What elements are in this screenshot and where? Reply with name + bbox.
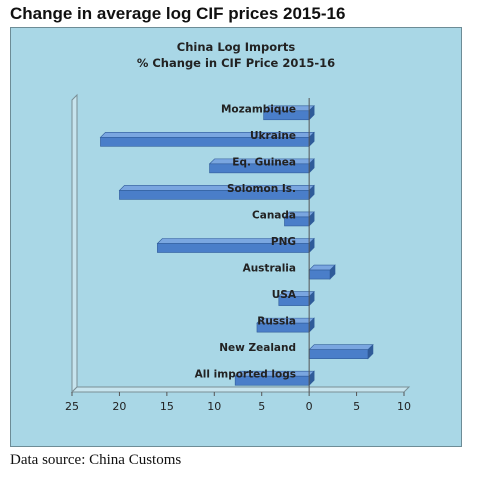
x-tick-label: 20 (112, 400, 126, 413)
plot-floor (70, 386, 411, 393)
category-label: New Zealand (219, 342, 296, 354)
x-tick-label: 25 (65, 400, 79, 413)
category-label: Russia (257, 316, 296, 328)
source-note: Data source: China Customs (10, 452, 182, 468)
x-tick-label: 5 (258, 400, 265, 413)
category-label: Canada (252, 209, 296, 221)
category-label: USA (272, 289, 297, 301)
category-label: PNG (271, 236, 296, 248)
category-label: Mozambique (221, 103, 296, 115)
bar (308, 269, 331, 280)
x-tick-label: 10 (397, 400, 411, 413)
bar (308, 349, 369, 359)
category-label: Ukraine (250, 130, 296, 142)
bar-top (308, 344, 374, 350)
chart-subtitle: % Change in CIF Price 2015-16 (136, 56, 336, 70)
category-label: Solomon Is. (227, 183, 296, 195)
plot-side-wall (71, 93, 78, 394)
page-title: Change in average log CIF prices 2015-16 (10, 4, 346, 23)
chart-title: China Log Imports (176, 40, 296, 54)
category-label: All imported logs (195, 369, 296, 381)
category-label: Eq. Guinea (232, 156, 296, 168)
x-tick-label: 5 (353, 400, 360, 413)
x-tick-label: 15 (160, 400, 174, 413)
x-tick-label: 0 (306, 400, 313, 413)
category-label: Australia (243, 263, 296, 275)
x-tick-label: 10 (207, 400, 221, 413)
